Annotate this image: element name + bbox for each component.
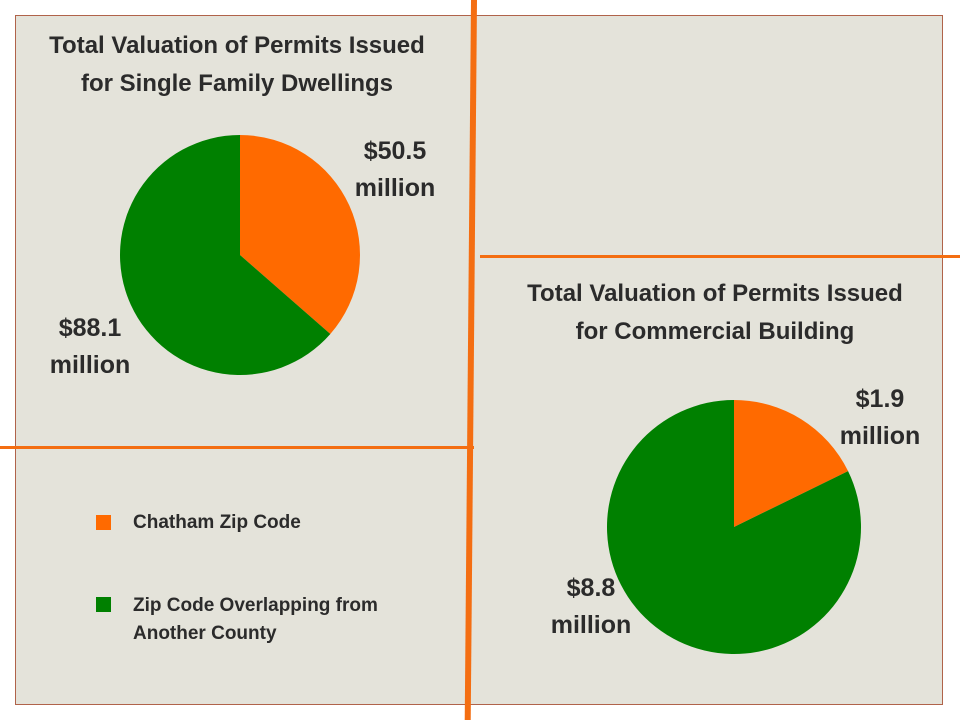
commercial-title-line2: for Commercial Building <box>575 318 855 345</box>
single-family-title-line2: for Single Family Dwellings <box>80 70 394 97</box>
legend-swatch-chatham <box>96 515 111 530</box>
single-family-pie-chart <box>120 135 361 375</box>
legend-label-chatham: Chatham Zip Code <box>133 509 301 537</box>
commercial-overlap-slice <box>607 400 861 654</box>
single-family-chatham-unit: million <box>354 174 436 202</box>
single-family-overlap-value: $88.1 <box>58 314 122 342</box>
commercial-chatham-value-label: $1.9 million <box>820 381 940 455</box>
legend-label-overlap-line2: Another County <box>133 623 277 644</box>
commercial-pie-chart <box>607 400 861 654</box>
single-family-overlap-value-label: $88.1 million <box>30 310 150 384</box>
commercial-chatham-slice <box>734 400 849 527</box>
commercial-title-line1: Total Valuation of Permits Issued <box>527 280 903 307</box>
legend-label-chatham-line1: Chatham Zip Code <box>133 512 301 533</box>
single-family-title: Total Valuation of Permits Issued for Si… <box>0 27 474 103</box>
commercial-chatham-unit: million <box>839 422 921 450</box>
legend-swatch-overlap <box>96 597 111 612</box>
left-horizontal-divider <box>0 446 474 449</box>
right-horizontal-divider <box>480 255 960 258</box>
single-family-chatham-value-label: $50.5 million <box>335 133 455 207</box>
single-family-title-line1: Total Valuation of Permits Issued <box>49 32 425 59</box>
single-family-overlap-slice <box>120 135 331 375</box>
single-family-chatham-value: $50.5 <box>363 137 427 165</box>
commercial-overlap-value-label: $8.8 million <box>531 570 651 644</box>
legend-label-overlap: Zip Code Overlapping from Another County <box>133 592 378 648</box>
commercial-title: Total Valuation of Permits Issued for Co… <box>480 275 950 351</box>
single-family-overlap-unit: million <box>49 351 131 379</box>
commercial-overlap-value: $8.8 <box>566 574 616 602</box>
commercial-chatham-value: $1.9 <box>855 385 905 413</box>
single-family-chatham-slice <box>240 135 361 334</box>
legend-label-overlap-line1: Zip Code Overlapping from <box>133 595 378 616</box>
commercial-overlap-unit: million <box>550 611 632 639</box>
